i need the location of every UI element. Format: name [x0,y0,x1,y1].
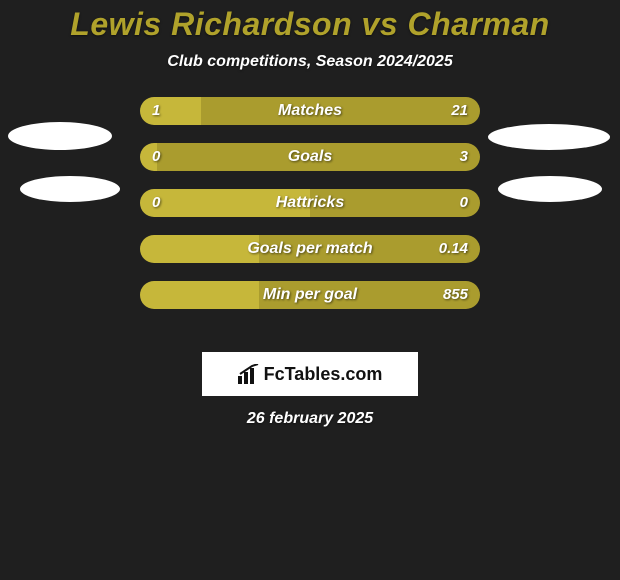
stat-bar [140,143,480,171]
stat-value-left: 0 [152,143,160,171]
stat-bar [140,235,480,263]
comparison-card: Lewis Richardson vs Charman Club competi… [0,0,620,580]
stat-value-right: 0 [460,189,468,217]
stat-bar [140,189,480,217]
page-title: Lewis Richardson vs Charman [0,0,620,43]
stat-bar-right [310,189,480,217]
stat-value-right: 855 [443,281,468,309]
date-label: 26 february 2025 [0,410,620,428]
stat-bar [140,281,480,309]
stat-value-right: 21 [451,97,468,125]
club-logo-placeholder [488,124,610,150]
chart-icon [238,364,260,384]
stat-row: 855Min per goal [0,281,620,327]
brand-text: FcTables.com [264,364,383,385]
brand-badge[interactable]: FcTables.com [202,352,418,396]
stat-row: 0.14Goals per match [0,235,620,281]
club-logo-placeholder [8,122,112,150]
stat-value-left: 0 [152,189,160,217]
stat-bar-left [140,97,201,125]
stat-bar-right [157,143,480,171]
club-logo-placeholder [20,176,120,202]
stat-value-left: 1 [152,97,160,125]
stat-value-right: 3 [460,143,468,171]
subtitle: Club competitions, Season 2024/2025 [0,53,620,71]
stat-bar-left [140,281,259,309]
club-logo-placeholder [498,176,602,202]
stat-bar-right [201,97,480,125]
stat-bar-left [140,189,310,217]
stat-value-right: 0.14 [439,235,468,263]
stat-bar [140,97,480,125]
stat-bar-left [140,235,259,263]
